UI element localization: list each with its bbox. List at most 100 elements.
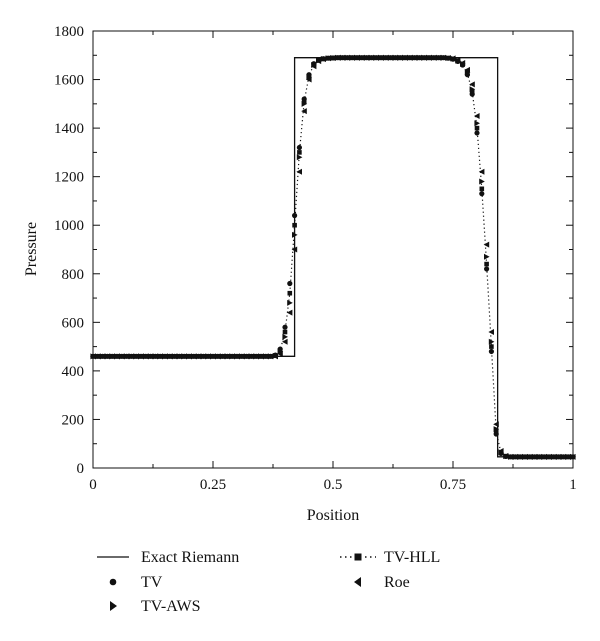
legend-item-roe: Roe (354, 574, 410, 591)
point-roe (320, 56, 326, 63)
point-roe (133, 353, 139, 360)
point-roe (157, 353, 163, 360)
point-roe (190, 353, 197, 360)
point-roe (498, 448, 504, 455)
point-roe (368, 54, 374, 61)
point-roe (128, 353, 134, 360)
axis-ticks (92, 30, 574, 469)
point-roe (147, 353, 154, 360)
point-roe (123, 353, 130, 360)
legend-item-tv-hll: TV-HLL (340, 549, 440, 566)
point-roe (450, 55, 456, 62)
legend-label-roe: Roe (384, 574, 410, 591)
tick-labels: 0 0.25 0.5 0.75 1 0 200 400 600 800 1000 1200 1400 16… (54, 24, 577, 493)
x-tick-label: 0.75 (440, 477, 466, 493)
point-roe (152, 353, 158, 360)
point-roe (541, 453, 547, 460)
point-roe (229, 353, 235, 360)
point-tv-hll (277, 347, 283, 353)
point-roe (550, 453, 557, 460)
legend-item-exact: Exact Riemann (97, 549, 239, 566)
point-tv-aws (479, 178, 485, 185)
point-roe (301, 108, 307, 115)
point-roe (392, 54, 398, 61)
legend-label-tv-aws: TV-AWS (141, 598, 200, 615)
point-roe (445, 54, 451, 61)
point-roe (416, 54, 422, 61)
point-tv (479, 191, 485, 197)
point-tv (484, 266, 490, 272)
point-tv-hll (282, 329, 288, 335)
point-roe (459, 60, 466, 67)
point-roe (258, 353, 264, 360)
legend-label-tv-hll: TV-HLL (384, 549, 440, 566)
y-tick-label: 1000 (54, 218, 84, 234)
series-roe (90, 54, 576, 460)
point-roe (411, 54, 418, 61)
point-roe (118, 353, 125, 360)
point-roe (181, 353, 187, 360)
point-roe (349, 54, 355, 61)
point-roe (306, 76, 312, 83)
point-roe (560, 453, 566, 460)
x-axis-title: Position (307, 507, 359, 524)
point-roe (200, 353, 206, 360)
point-roe (325, 55, 331, 62)
point-tv (296, 144, 302, 151)
legend-marker-tv-aws (110, 601, 117, 611)
point-roe (109, 353, 115, 360)
x-tick-label: 0.5 (324, 477, 343, 493)
point-roe (536, 453, 542, 460)
point-roe (502, 452, 509, 459)
legend-item-tv-aws: TV-AWS (110, 598, 200, 615)
y-tick-label: 200 (62, 412, 85, 428)
point-roe (253, 353, 259, 360)
point-roe (248, 353, 254, 360)
legend: Exact Riemann TV TV-AWS TV-HLL Roe (97, 549, 440, 615)
legend-marker-tv (109, 578, 117, 586)
series-tv-aws (90, 54, 576, 460)
point-tv-hll (493, 429, 499, 434)
y-tick-label: 800 (62, 267, 85, 283)
series-layer (90, 54, 576, 460)
point-tv-hll (297, 150, 302, 155)
point-roe (94, 353, 101, 360)
point-roe (421, 54, 427, 61)
y-tick-label: 1600 (54, 73, 84, 89)
point-tv-hll (301, 99, 307, 104)
point-roe (205, 353, 211, 360)
point-roe (454, 57, 461, 64)
point-tv-hll (311, 62, 317, 67)
point-roe (402, 54, 408, 61)
point-roe (526, 453, 533, 460)
point-roe (344, 54, 350, 61)
point-tv-hll (469, 89, 475, 94)
point-roe (210, 353, 216, 360)
point-roe (234, 353, 240, 360)
point-roe (430, 54, 437, 61)
point-roe (378, 54, 384, 61)
point-roe (186, 353, 192, 360)
point-roe (464, 66, 470, 73)
point-roe (358, 54, 365, 61)
point-tv (282, 324, 288, 330)
series-tv-hll (90, 55, 576, 460)
point-roe (267, 353, 274, 360)
point-roe (224, 353, 230, 360)
legend-label-exact: Exact Riemann (141, 549, 239, 566)
point-roe (171, 353, 178, 360)
point-roe (382, 54, 389, 61)
point-roe (474, 112, 480, 119)
point-roe (406, 54, 413, 61)
point-roe (373, 54, 379, 61)
point-roe (162, 353, 168, 360)
point-roe (488, 329, 494, 336)
point-tv-aws (484, 253, 490, 260)
point-roe (262, 353, 269, 360)
point-roe (214, 353, 221, 360)
point-roe (296, 168, 302, 175)
point-tv-hll (474, 125, 480, 131)
point-roe (397, 54, 403, 61)
point-roe (166, 353, 173, 360)
point-tv-aws (474, 120, 480, 127)
